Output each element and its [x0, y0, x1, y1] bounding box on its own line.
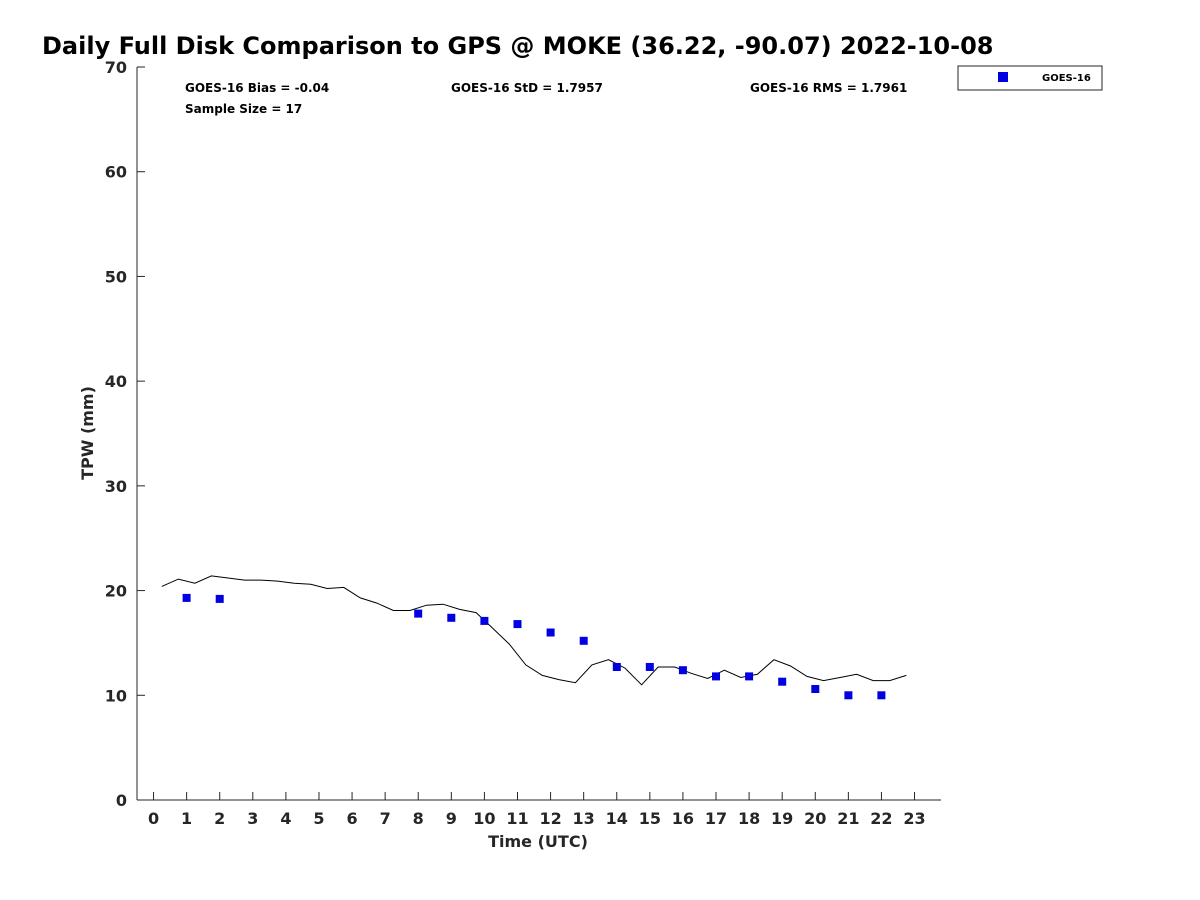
- x-tick-label: 22: [870, 809, 892, 828]
- x-tick-label: 8: [413, 809, 424, 828]
- gps-series-line: [161, 575, 907, 686]
- legend-box: [957, 65, 1103, 91]
- goes16-series-points: [182, 593, 886, 700]
- legend-label-goes16: GOES-16: [1042, 73, 1091, 84]
- plot-axes: [136, 67, 941, 801]
- x-tick-label: 0: [148, 809, 159, 828]
- y-tick-label: 20: [105, 582, 127, 601]
- x-tick-label: 14: [606, 809, 628, 828]
- y-tick-label: 50: [105, 267, 127, 286]
- x-tick-label: 21: [837, 809, 859, 828]
- goes16-data-point: [645, 663, 654, 671]
- x-tick-label: 10: [473, 809, 495, 828]
- y-tick-label: 0: [116, 791, 127, 810]
- x-tick-label: 3: [247, 809, 258, 828]
- goes16-data-point: [612, 663, 621, 671]
- y-tick-label: 40: [105, 372, 127, 391]
- goes16-data-point: [182, 593, 191, 602]
- gps-line: [161, 575, 907, 686]
- std-stat: GOES-16 StD = 1.7957: [451, 81, 603, 95]
- legend-marker-goes16: [998, 72, 1008, 82]
- x-tick-label: 5: [313, 809, 324, 828]
- goes16-data-point: [414, 609, 423, 618]
- y-tick-label: 70: [105, 58, 127, 77]
- chart-title: Daily Full Disk Comparison to GPS @ MOKE…: [42, 32, 993, 60]
- goes16-data-point: [844, 691, 853, 700]
- rms-stat: GOES-16 RMS = 1.7961: [750, 81, 907, 95]
- y-axis-label: TPW (mm): [78, 386, 97, 480]
- goes16-data-point: [712, 672, 720, 681]
- goes16-data-point: [778, 677, 787, 686]
- x-tick-label: 16: [672, 809, 694, 828]
- x-tick-label: 11: [506, 809, 528, 828]
- bias-stat: GOES-16 Bias = -0.04: [185, 81, 329, 95]
- x-axis-label: Time (UTC): [488, 832, 588, 851]
- sample-size-stat: Sample Size = 17: [185, 102, 302, 116]
- goes16-data-point: [745, 672, 754, 681]
- goes16-data-point: [811, 685, 820, 693]
- y-tick-label: 30: [105, 477, 127, 496]
- goes16-data-point: [447, 613, 456, 622]
- x-tick-label: 15: [639, 809, 661, 828]
- x-tick-label: 17: [705, 809, 727, 828]
- x-tick-label: 1: [181, 809, 192, 828]
- y-tick-group: 0 10 20 30 40 50 60 70: [105, 58, 145, 810]
- goes16-data-point: [513, 620, 522, 629]
- goes16-data-point: [480, 616, 489, 625]
- x-tick-label: 2: [214, 809, 225, 828]
- goes16-data-point: [215, 594, 224, 603]
- legend: GOES-16: [957, 65, 1103, 91]
- goes16-data-point: [579, 636, 588, 645]
- y-tick-label: 60: [105, 163, 127, 182]
- goes16-data-point: [877, 691, 886, 700]
- x-tick-label: 7: [380, 809, 391, 828]
- x-tick-group: 0 1 2 3 4 5 6 7 8 9 10 11 12 13 14 15 16 17 18 19 20 21 22 23: [148, 792, 926, 828]
- x-tick-label: 23: [903, 809, 925, 828]
- y-tick-label: 10: [105, 686, 127, 705]
- x-tick-label: 18: [738, 809, 760, 828]
- x-tick-label: 13: [573, 809, 595, 828]
- x-tick-label: 12: [539, 809, 561, 828]
- goes16-data-point: [678, 666, 687, 675]
- x-tick-label: 20: [804, 809, 826, 828]
- x-tick-label: 19: [771, 809, 793, 828]
- goes16-data-point: [546, 628, 555, 637]
- x-tick-label: 6: [346, 809, 357, 828]
- x-tick-label: 4: [280, 809, 291, 828]
- x-tick-label: 9: [446, 809, 457, 828]
